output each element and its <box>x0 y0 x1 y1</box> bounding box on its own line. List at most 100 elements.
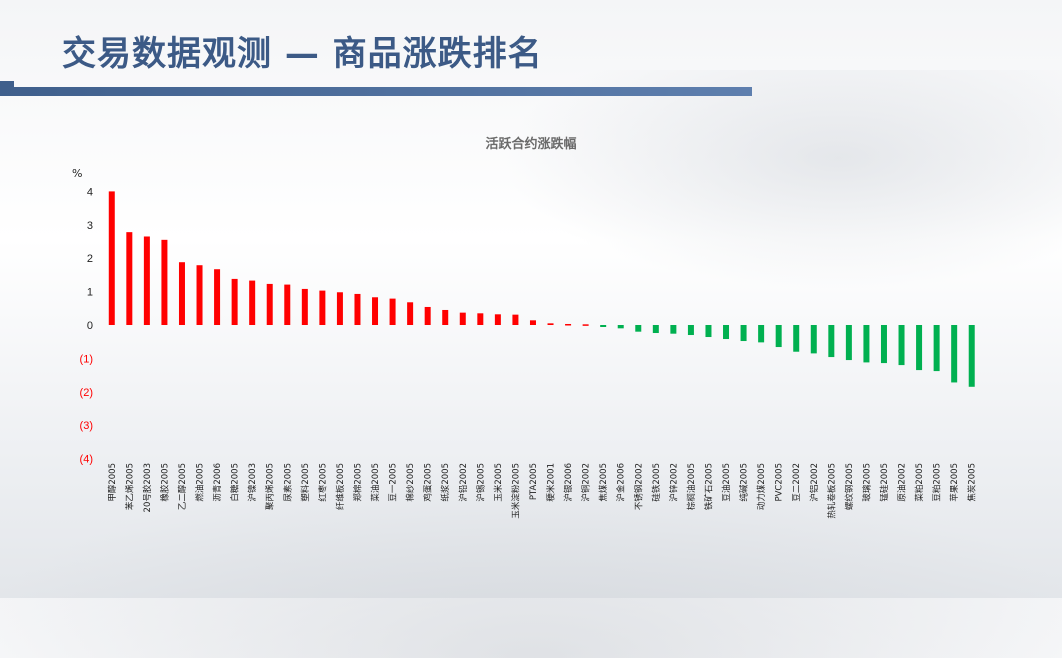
x-category-label: 20号胶2003 <box>142 463 153 512</box>
x-category-label: 乙二醇2005 <box>177 463 188 510</box>
y-tick-label: 1 <box>87 287 93 299</box>
bar <box>617 325 624 329</box>
bar <box>968 325 975 387</box>
bar <box>196 265 203 325</box>
x-category-label: 铁矿石2005 <box>703 463 714 510</box>
chart-title: 活跃合约涨跌幅 <box>485 137 577 152</box>
bar <box>459 312 466 325</box>
x-category-label: 甲醇2005 <box>107 463 118 502</box>
title-underline-bar <box>0 87 752 96</box>
bar <box>933 325 940 372</box>
y-tick-label: 3 <box>87 220 93 232</box>
bar <box>793 325 800 352</box>
x-category-label: 纸浆2005 <box>440 463 451 502</box>
x-category-label: 热轧卷板2005 <box>826 463 837 519</box>
x-category-label: 原油2002 <box>897 463 908 502</box>
bar <box>705 325 712 338</box>
x-category-label: PTA2005 <box>529 463 539 500</box>
bar <box>354 293 361 325</box>
x-category-label: 动力煤2005 <box>756 463 767 510</box>
x-category-label: 玉米2005 <box>493 463 504 502</box>
x-category-label: 豆粕2005 <box>932 463 943 502</box>
x-category-label: 豆油2005 <box>721 463 732 502</box>
x-category-label: 白糖2005 <box>230 463 241 502</box>
y-tick-label: (4) <box>80 454 93 466</box>
x-category-label: 螺纹钢2005 <box>844 463 855 510</box>
bar <box>898 325 905 366</box>
x-category-label: 棉纱2005 <box>405 463 416 502</box>
bar <box>231 278 238 325</box>
x-category-label: 沪银2006 <box>563 463 574 502</box>
bar <box>880 325 887 364</box>
bar <box>161 239 168 325</box>
x-category-label: 焦煤2005 <box>598 463 609 502</box>
bar <box>652 325 659 334</box>
x-category-label: 豆二2002 <box>792 463 802 502</box>
bar <box>301 288 308 325</box>
x-category-label: 沪金2006 <box>616 463 627 502</box>
x-category-label: 塑料2005 <box>300 463 311 502</box>
x-category-label: 玉米淀粉2005 <box>510 463 521 519</box>
bar <box>178 262 185 325</box>
bar <box>319 290 326 325</box>
x-category-label: 不锈钢2002 <box>633 463 644 510</box>
bar <box>758 325 765 343</box>
x-category-label: 沪铅2002 <box>458 463 469 502</box>
bar <box>723 325 730 340</box>
bar <box>916 325 923 371</box>
bar <box>863 325 870 363</box>
bar <box>670 325 677 334</box>
x-category-label: 沪铝2002 <box>809 463 820 502</box>
bar <box>407 302 414 325</box>
bar <box>143 236 150 325</box>
x-category-label: 苯乙烯2005 <box>124 463 135 510</box>
y-tick-label: (3) <box>80 420 93 432</box>
bar <box>828 325 835 358</box>
x-category-label: 硅铁2005 <box>651 463 662 502</box>
bar <box>336 292 343 325</box>
bar <box>477 313 484 325</box>
bar <box>372 297 379 325</box>
bar <box>547 323 554 325</box>
bar <box>565 323 572 326</box>
bar <box>108 191 115 325</box>
bar <box>284 284 291 325</box>
x-category-label: PVC2005 <box>775 463 785 502</box>
x-category-label: 沥青2006 <box>212 463 223 502</box>
x-category-label: 纯碱2005 <box>739 463 750 502</box>
bar <box>687 325 694 336</box>
bar <box>635 325 642 332</box>
y-tick-label: (1) <box>80 353 93 365</box>
bar <box>126 232 133 325</box>
bar <box>442 309 449 325</box>
y-tick-label: 0 <box>87 320 93 332</box>
x-category-label: 焦炭2005 <box>967 463 978 502</box>
bar <box>494 314 501 325</box>
x-category-label: 粳米2001 <box>546 463 557 502</box>
world-map-background <box>502 70 1062 290</box>
x-category-label: 尿素2005 <box>282 463 293 502</box>
bar <box>424 306 431 325</box>
x-category-label: 沪锌2002 <box>668 463 679 502</box>
x-category-label: 聚丙烯2005 <box>265 463 276 510</box>
bar <box>740 325 747 342</box>
x-category-label: 沪锡2005 <box>475 463 486 502</box>
x-category-label: 玻璃2005 <box>861 463 872 502</box>
bar <box>529 320 536 325</box>
y-axis-unit-label: % <box>72 167 83 180</box>
x-category-label: 纤维板2005 <box>335 463 346 510</box>
x-category-label: 郑棉2005 <box>352 463 363 502</box>
x-category-label: 燃油2005 <box>195 463 206 502</box>
bar <box>266 283 273 325</box>
x-category-label: 锰硅2005 <box>879 463 890 502</box>
x-category-label: 鸡蛋2005 <box>423 463 434 502</box>
page-title: 交易数据观测 — 商品涨跌排名 <box>62 34 543 74</box>
x-category-label: 菜粕2005 <box>914 463 925 502</box>
y-tick-label: 2 <box>87 253 93 265</box>
bar <box>845 325 852 361</box>
bar <box>389 298 396 325</box>
x-category-label: 豆一2005 <box>389 463 399 502</box>
x-category-label: 橡胶2005 <box>159 463 170 502</box>
bar <box>600 325 607 328</box>
y-tick-label: 4 <box>87 186 93 198</box>
